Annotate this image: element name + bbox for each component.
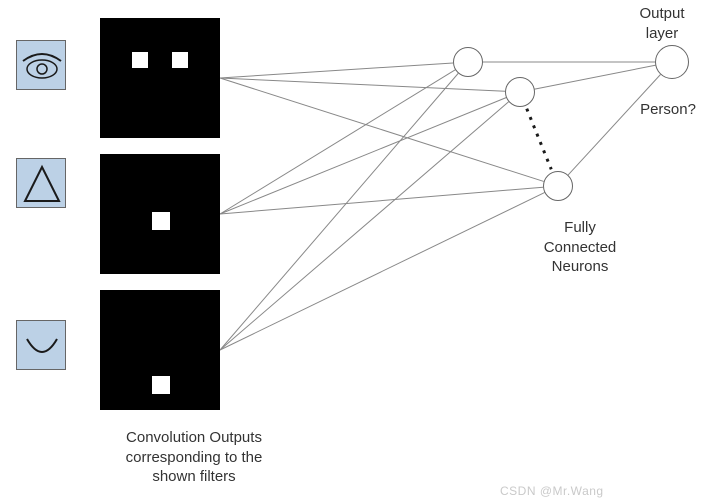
fc-caption: FullyConnectedNeurons: [520, 218, 640, 277]
activation: [172, 52, 188, 68]
eye-filter: [16, 40, 66, 90]
watermark-text: CSDN @Mr.Wang: [500, 484, 604, 498]
edge: [220, 73, 458, 350]
edge: [527, 109, 552, 170]
edge: [535, 65, 656, 89]
smile-filter: [16, 320, 66, 370]
edge: [220, 70, 455, 214]
conv-caption-text: Convolution Outputscorresponding to thes…: [126, 429, 263, 485]
edge: [220, 78, 505, 91]
edge: [220, 193, 545, 350]
edge: [220, 98, 506, 214]
watermark: CSDN @Mr.Wang: [500, 484, 604, 498]
triangle-filter: [16, 158, 66, 208]
activation: [152, 376, 170, 394]
conv-caption: Convolution Outputscorresponding to thes…: [94, 428, 294, 487]
activation: [132, 52, 148, 68]
edge: [220, 78, 544, 181]
person-caption: Person?: [618, 100, 718, 120]
output-caption-text: Outputlayer: [639, 5, 684, 42]
activation: [152, 212, 170, 230]
hidden-neuron-3: [543, 171, 573, 201]
conv-output-3: [100, 290, 220, 410]
edge: [220, 187, 543, 214]
smile-icon: [17, 321, 67, 371]
hidden-neuron-1: [453, 47, 483, 77]
output-neuron: [655, 45, 689, 79]
conv-output-1: [100, 18, 220, 138]
person-caption-text: Person?: [640, 101, 696, 118]
edge: [220, 102, 509, 350]
conv-output-2: [100, 154, 220, 274]
edge: [568, 75, 660, 175]
fc-caption-text: FullyConnectedNeurons: [544, 219, 617, 275]
output-caption: Outputlayer: [612, 4, 712, 43]
edge: [220, 63, 453, 78]
triangle-icon: [17, 159, 67, 209]
hidden-neuron-2: [505, 77, 535, 107]
eye-icon: [17, 41, 67, 91]
